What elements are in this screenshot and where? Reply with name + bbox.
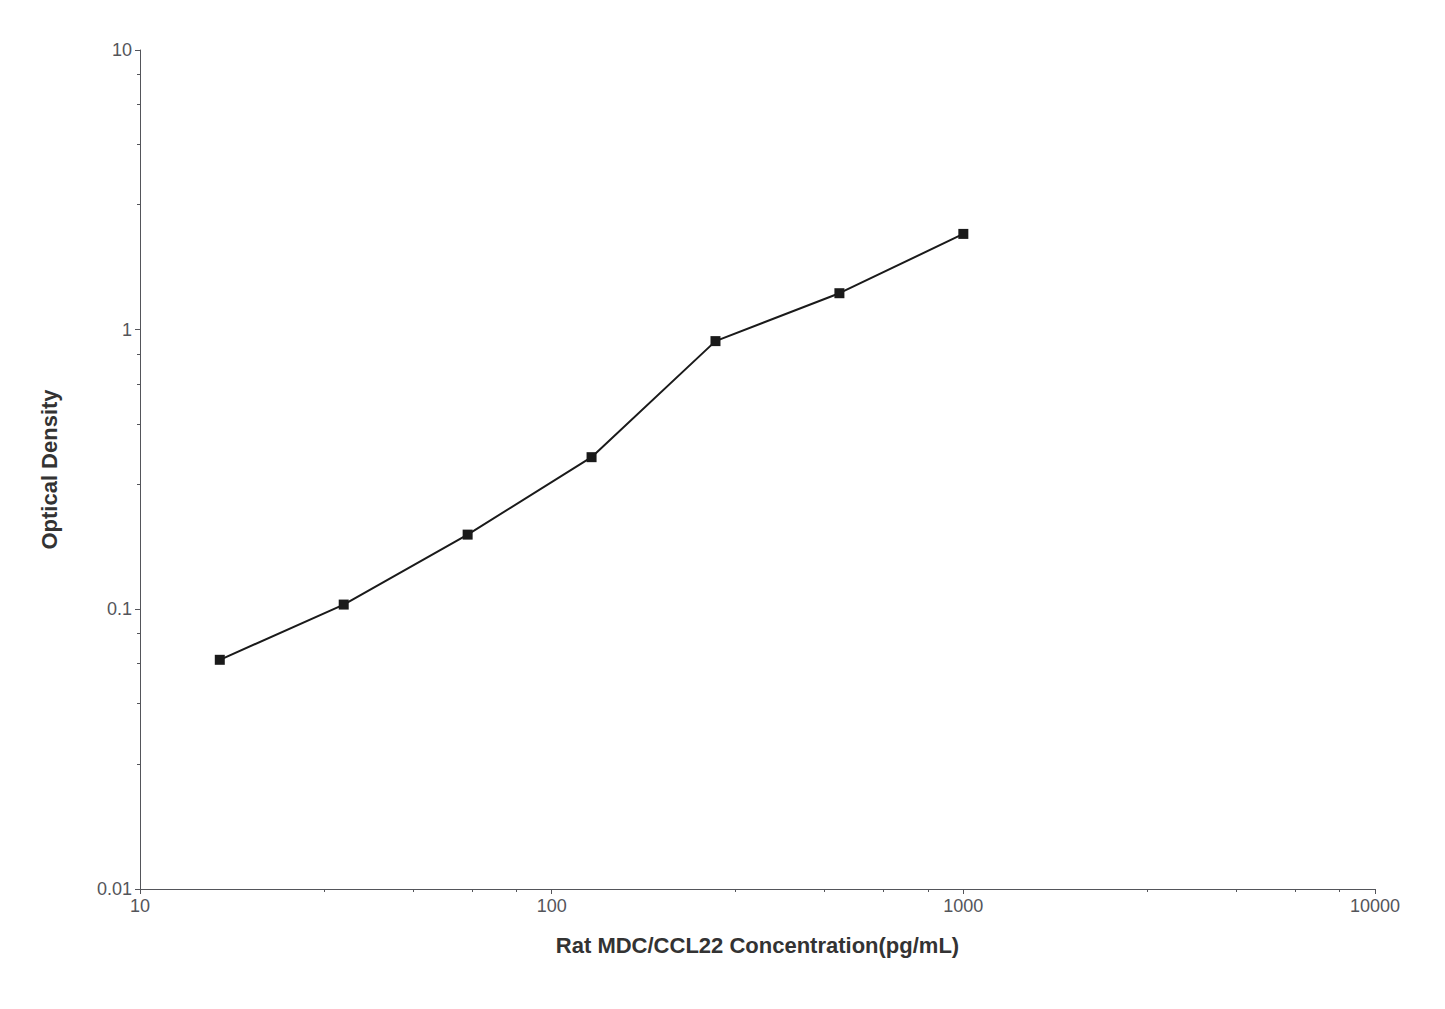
svg-text:100: 100 bbox=[537, 896, 567, 916]
svg-text:10: 10 bbox=[112, 40, 132, 60]
svg-text:10000: 10000 bbox=[1350, 896, 1400, 916]
svg-text:0.01: 0.01 bbox=[97, 879, 132, 899]
svg-text:10: 10 bbox=[130, 896, 150, 916]
svg-text:Optical Density: Optical Density bbox=[37, 389, 62, 550]
svg-text:1: 1 bbox=[122, 320, 132, 340]
svg-text:Rat MDC/CCL22 Concentration(pg: Rat MDC/CCL22 Concentration(pg/mL) bbox=[556, 933, 959, 958]
svg-text:1000: 1000 bbox=[943, 896, 983, 916]
svg-text:0.1: 0.1 bbox=[107, 599, 132, 619]
